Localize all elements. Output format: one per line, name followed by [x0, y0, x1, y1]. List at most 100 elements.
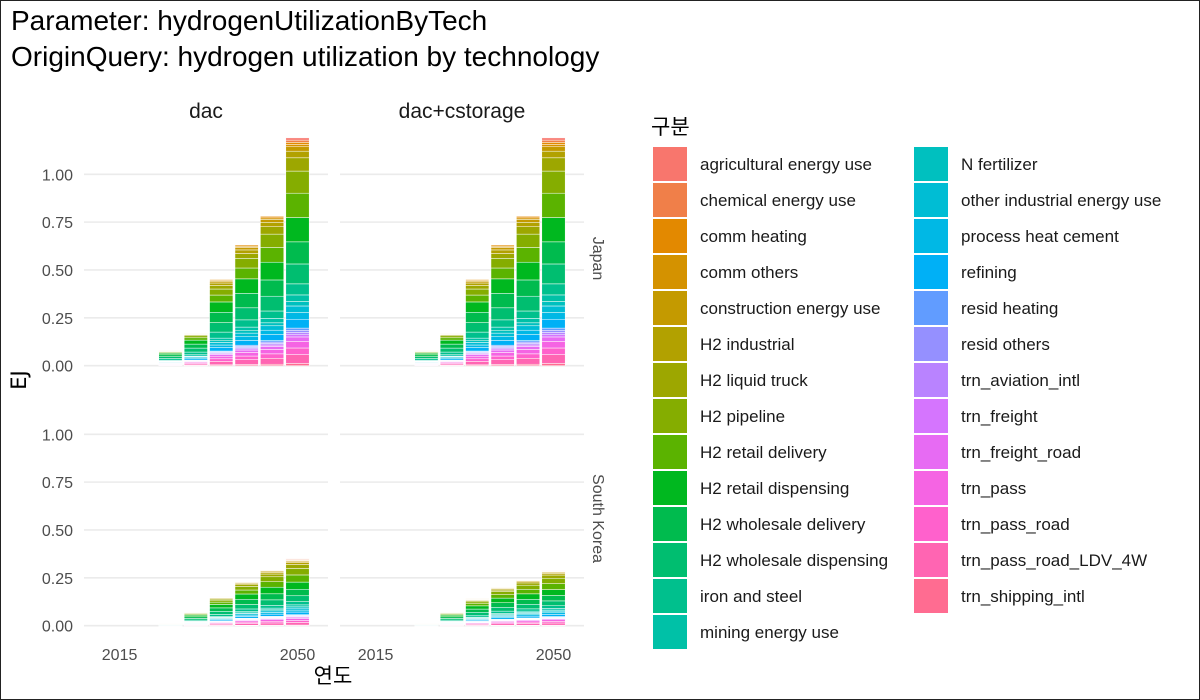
x-axis-title: 연도 — [314, 664, 353, 688]
y-tick-label: 0.25 — [42, 311, 73, 328]
bar-segment — [260, 325, 285, 331]
bar-segment — [183, 332, 208, 334]
bar-segment — [465, 603, 490, 607]
bar-segment — [285, 589, 310, 597]
bar-segment — [490, 258, 515, 269]
legend: 구분 agricultural energy use chemical energ… — [651, 115, 1161, 649]
bar-segment — [158, 350, 183, 352]
bar-segment — [209, 347, 234, 352]
legend-key — [653, 363, 687, 397]
legend-label: trn_pass_road_LDV_4W — [961, 551, 1147, 570]
y-tick-label: 0.25 — [42, 571, 73, 588]
bar-segment — [490, 244, 515, 247]
bar-segment — [260, 622, 285, 626]
bar-segment — [209, 611, 234, 615]
legend-key — [653, 507, 687, 541]
legend-label: comm others — [700, 263, 798, 282]
legend-key — [653, 327, 687, 361]
legend-key — [653, 471, 687, 505]
bar-segment — [541, 578, 566, 584]
bar-segment — [285, 217, 310, 243]
bar-segment — [541, 157, 566, 172]
bar-segment — [234, 608, 259, 612]
bar-segment — [465, 608, 490, 613]
bar-segment — [414, 350, 439, 352]
bar-segment — [209, 601, 234, 605]
legend-label: trn_freight — [961, 407, 1038, 426]
bar-segment — [209, 614, 234, 617]
legend-key — [914, 543, 948, 577]
bar-segment — [516, 358, 541, 365]
bar-segment — [516, 599, 541, 605]
bar-segment — [465, 601, 490, 604]
bar-segment — [285, 146, 310, 152]
bar-segment — [234, 258, 259, 269]
bar-segment — [285, 330, 310, 333]
bar-segment — [260, 573, 285, 578]
bar-segment — [234, 319, 259, 328]
facet-strip-row: Japan — [589, 237, 606, 281]
bar-segment — [209, 604, 234, 609]
bar-segment — [541, 170, 566, 194]
legend-title: 구분 — [651, 115, 690, 139]
y-tick-label: 1.00 — [42, 427, 73, 444]
bar-segment — [465, 605, 490, 610]
bar-segment — [285, 564, 310, 569]
bar-segment — [541, 569, 566, 571]
legend-label: chemical energy use — [700, 191, 856, 210]
bar-segment — [439, 343, 464, 349]
legend-key — [653, 543, 687, 577]
bar-segment — [234, 267, 259, 280]
bar-segment — [209, 285, 234, 290]
legend-label: other industrial energy use — [961, 191, 1161, 210]
legend-label: trn_pass_road — [961, 515, 1070, 534]
bar-segment — [260, 581, 285, 588]
legend-key — [914, 183, 948, 217]
bar-segment — [260, 295, 285, 312]
bar-segment — [234, 330, 259, 334]
legend-key — [914, 147, 948, 181]
legend-key — [914, 363, 948, 397]
bar-segment — [541, 263, 566, 285]
bar-segment — [209, 596, 234, 598]
bar-segment — [285, 601, 310, 606]
bar-segment — [234, 355, 259, 360]
bar-segment — [516, 222, 541, 227]
bar-segment — [234, 293, 259, 309]
chart-title: Parameter: hydrogenUtilizationByTech — [11, 5, 488, 36]
bar-segment — [516, 582, 541, 586]
x-tick-label: 2050 — [280, 647, 316, 664]
bar-segment — [234, 359, 259, 365]
legend-label: iron and steel — [700, 587, 802, 606]
bar-segment — [234, 247, 259, 251]
bar-segment — [465, 322, 490, 333]
bar-segment — [285, 157, 310, 172]
bar-segment — [260, 318, 285, 324]
legend-key — [653, 615, 687, 649]
bar-segment — [465, 279, 490, 281]
bar-segment — [209, 340, 234, 343]
bar-segment — [234, 340, 259, 346]
bar-segment — [439, 337, 464, 341]
y-tick-label: 0.50 — [42, 523, 73, 540]
bar-segment — [541, 622, 566, 626]
bar-segment — [541, 347, 566, 355]
bar-segment — [541, 294, 566, 302]
facet-strip-column: dac — [189, 100, 223, 123]
bar-segment — [285, 241, 310, 265]
legend-key — [653, 147, 687, 181]
bar-segment — [490, 307, 515, 321]
bar-segment — [465, 282, 490, 286]
bar-segment — [516, 325, 541, 331]
bar-segment — [285, 336, 310, 342]
bar-segment — [234, 244, 259, 247]
bar-segment — [465, 354, 490, 357]
bar-segment — [260, 349, 285, 355]
legend-key — [653, 183, 687, 217]
legend-label: H2 industrial — [700, 335, 795, 354]
bar-segment — [234, 336, 259, 341]
chart-subtitle: OriginQuery: hydrogen utilization by tec… — [11, 41, 600, 72]
bar-segment — [158, 623, 183, 625]
legend-label: trn_freight_road — [961, 443, 1081, 462]
bar-segment — [285, 327, 310, 331]
